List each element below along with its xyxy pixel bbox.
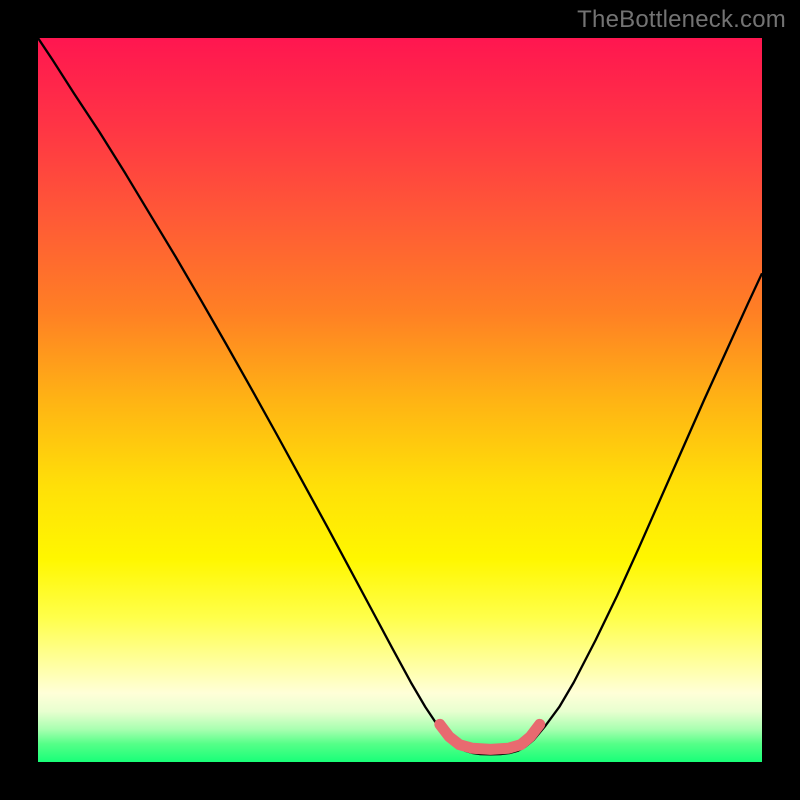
gradient-background [38, 38, 762, 762]
plot-area [38, 38, 762, 762]
watermark-text: TheBottleneck.com [577, 6, 786, 34]
chart-svg [38, 38, 762, 762]
chart-frame: TheBottleneck.com [0, 0, 800, 800]
